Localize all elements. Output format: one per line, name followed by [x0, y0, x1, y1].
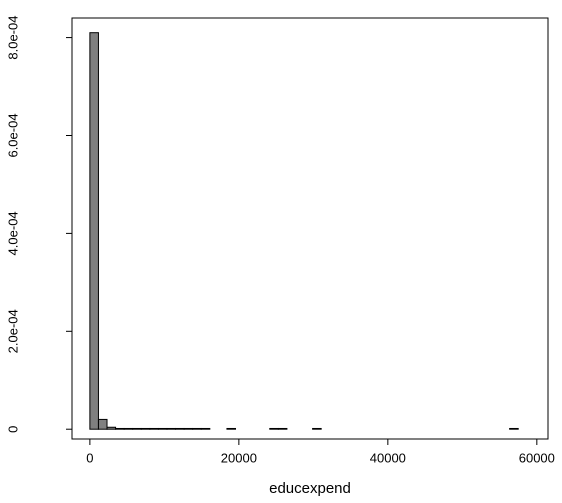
- bar: [106, 426, 117, 430]
- y-tick-label: 8.0e-04: [5, 16, 20, 60]
- bar: [509, 427, 519, 430]
- bar: [149, 427, 159, 430]
- x-tick-label: 0: [86, 450, 93, 465]
- bar: [157, 427, 168, 430]
- bar: [269, 427, 279, 430]
- y-tick-label: 2.0e-04: [5, 309, 20, 353]
- bar: [97, 418, 108, 430]
- y-tick-label: 4.0e-04: [5, 211, 20, 255]
- bar: [175, 427, 185, 430]
- bar: [123, 427, 134, 430]
- bar: [192, 427, 202, 430]
- bar: [166, 427, 177, 430]
- bar: [140, 427, 151, 430]
- x-tick-label: 20000: [221, 450, 257, 465]
- bar: [132, 427, 142, 430]
- bar: [89, 32, 99, 430]
- bar: [226, 427, 237, 430]
- bar: [312, 427, 322, 430]
- y-tick-label: 6.0e-04: [5, 113, 20, 157]
- x-tick-label: 60000: [519, 450, 555, 465]
- y-tick-label: 0: [5, 426, 20, 433]
- plot-frame: [71, 17, 549, 440]
- bar: [200, 427, 211, 430]
- bar: [277, 427, 288, 430]
- bar: [183, 427, 194, 430]
- x-tick-label: 40000: [370, 450, 406, 465]
- x-axis-label: educexpend: [269, 480, 351, 497]
- bar: [115, 427, 125, 430]
